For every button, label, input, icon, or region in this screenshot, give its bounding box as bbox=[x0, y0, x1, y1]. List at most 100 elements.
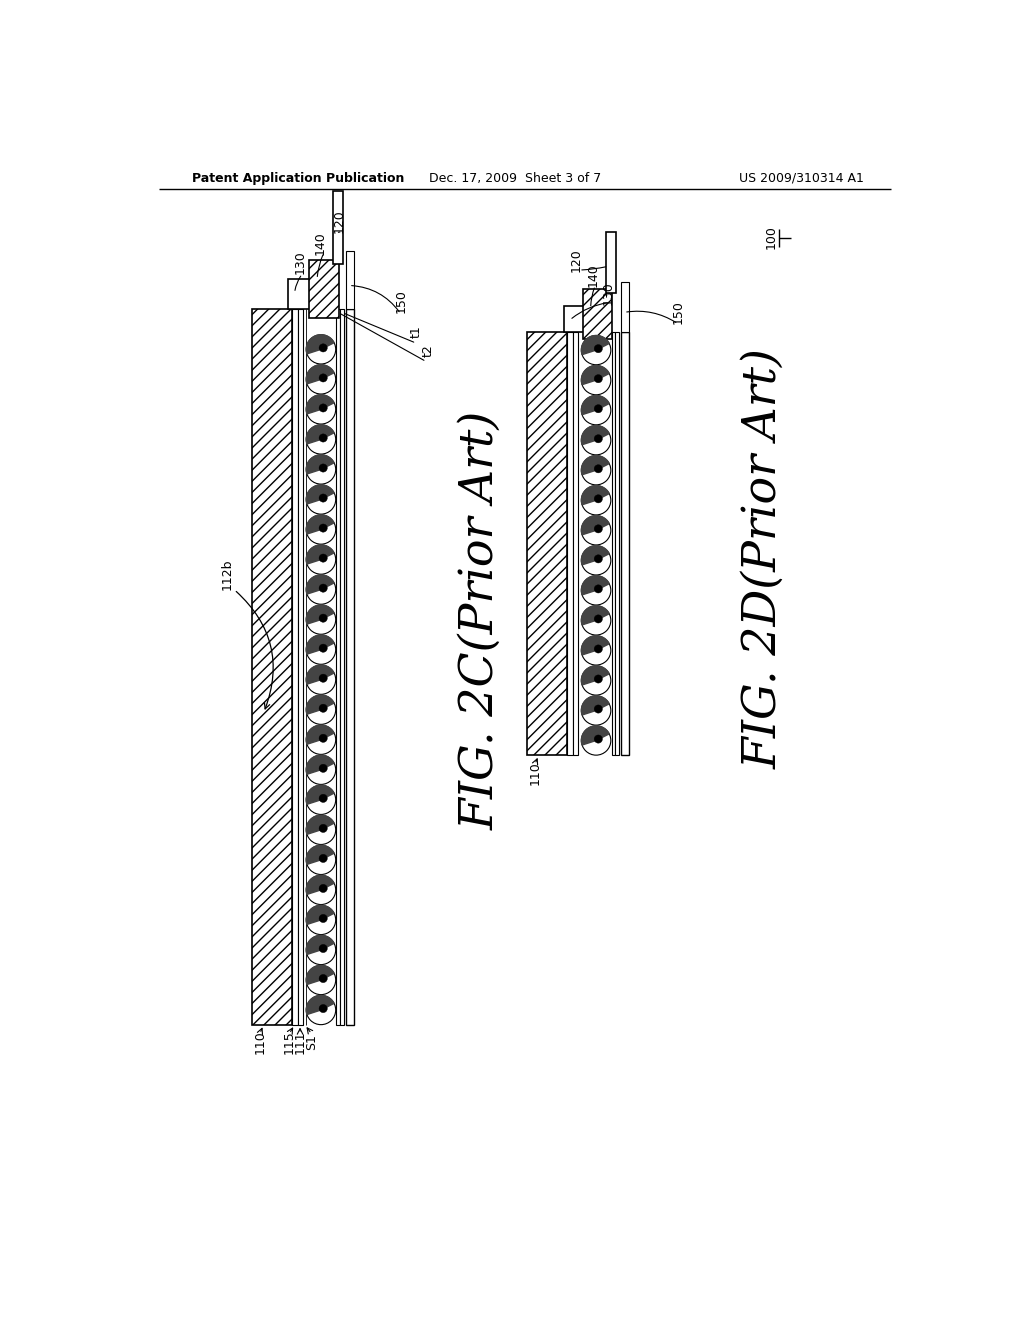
Circle shape bbox=[319, 1005, 328, 1012]
Polygon shape bbox=[306, 364, 334, 384]
Text: 115: 115 bbox=[283, 1031, 296, 1055]
Bar bbox=[309, 260, 339, 318]
Polygon shape bbox=[582, 396, 609, 414]
Polygon shape bbox=[306, 605, 334, 624]
Polygon shape bbox=[306, 576, 334, 594]
Text: 110: 110 bbox=[253, 1031, 266, 1055]
Circle shape bbox=[594, 434, 602, 442]
Bar bbox=[340, 309, 344, 1024]
Circle shape bbox=[306, 725, 336, 755]
Text: S1: S1 bbox=[305, 1035, 318, 1051]
Polygon shape bbox=[306, 545, 334, 564]
Circle shape bbox=[306, 816, 336, 845]
Circle shape bbox=[306, 965, 336, 995]
Circle shape bbox=[594, 645, 602, 653]
Circle shape bbox=[306, 906, 336, 935]
Polygon shape bbox=[582, 696, 609, 715]
Polygon shape bbox=[306, 425, 334, 444]
Polygon shape bbox=[582, 366, 609, 384]
Bar bbox=[621, 281, 629, 331]
Circle shape bbox=[594, 405, 602, 413]
Polygon shape bbox=[582, 665, 609, 685]
Bar bbox=[606, 231, 616, 293]
Polygon shape bbox=[306, 515, 334, 535]
Text: FIG. 2D(Prior Art): FIG. 2D(Prior Art) bbox=[741, 348, 786, 770]
Circle shape bbox=[594, 525, 602, 533]
Circle shape bbox=[306, 785, 336, 814]
Circle shape bbox=[594, 615, 602, 623]
Circle shape bbox=[306, 936, 336, 965]
Text: US 2009/310314 A1: US 2009/310314 A1 bbox=[739, 172, 864, 185]
Polygon shape bbox=[582, 636, 609, 655]
Polygon shape bbox=[306, 995, 334, 1015]
Polygon shape bbox=[306, 965, 334, 985]
Polygon shape bbox=[582, 516, 609, 535]
Circle shape bbox=[319, 884, 328, 892]
Polygon shape bbox=[582, 576, 609, 595]
Bar bbox=[615, 331, 620, 755]
Circle shape bbox=[319, 404, 328, 412]
Bar bbox=[621, 331, 629, 755]
Text: 150: 150 bbox=[394, 289, 408, 313]
Circle shape bbox=[306, 605, 336, 635]
Polygon shape bbox=[306, 845, 334, 865]
Bar bbox=[292, 309, 298, 1024]
Bar bbox=[572, 331, 579, 755]
Text: Patent Application Publication: Patent Application Publication bbox=[193, 172, 404, 185]
Circle shape bbox=[319, 524, 328, 532]
Polygon shape bbox=[582, 486, 609, 504]
Polygon shape bbox=[306, 785, 334, 804]
Bar bbox=[583, 289, 612, 339]
Bar bbox=[563, 306, 586, 331]
Circle shape bbox=[319, 704, 328, 713]
Circle shape bbox=[306, 395, 336, 424]
Circle shape bbox=[319, 675, 328, 682]
Circle shape bbox=[319, 494, 328, 502]
Circle shape bbox=[306, 755, 336, 784]
Bar bbox=[337, 309, 340, 1024]
Circle shape bbox=[594, 375, 602, 383]
Circle shape bbox=[319, 795, 328, 803]
Circle shape bbox=[306, 484, 336, 513]
Circle shape bbox=[319, 824, 328, 833]
Circle shape bbox=[582, 455, 611, 484]
Circle shape bbox=[319, 944, 328, 953]
Circle shape bbox=[582, 576, 611, 605]
Circle shape bbox=[319, 734, 328, 742]
Circle shape bbox=[306, 335, 336, 364]
Polygon shape bbox=[582, 545, 609, 565]
Bar bbox=[527, 331, 567, 755]
Circle shape bbox=[319, 583, 328, 593]
Circle shape bbox=[319, 463, 328, 473]
Polygon shape bbox=[306, 755, 334, 775]
Polygon shape bbox=[306, 395, 334, 414]
Circle shape bbox=[582, 366, 611, 395]
Polygon shape bbox=[582, 335, 609, 355]
Polygon shape bbox=[306, 335, 334, 354]
Circle shape bbox=[582, 636, 611, 665]
Circle shape bbox=[306, 995, 336, 1024]
Polygon shape bbox=[306, 635, 334, 655]
Polygon shape bbox=[582, 455, 609, 475]
Circle shape bbox=[306, 845, 336, 875]
Text: 100: 100 bbox=[765, 224, 778, 249]
Text: 111: 111 bbox=[294, 1031, 306, 1055]
Circle shape bbox=[306, 696, 336, 725]
Circle shape bbox=[319, 854, 328, 862]
Circle shape bbox=[582, 545, 611, 576]
Circle shape bbox=[582, 606, 611, 635]
Bar bbox=[289, 280, 311, 309]
Circle shape bbox=[582, 665, 611, 696]
Circle shape bbox=[306, 635, 336, 664]
Polygon shape bbox=[582, 425, 609, 445]
Polygon shape bbox=[306, 665, 334, 684]
Circle shape bbox=[594, 465, 602, 473]
Circle shape bbox=[306, 545, 336, 574]
Text: 110: 110 bbox=[528, 762, 542, 784]
Text: 140: 140 bbox=[587, 264, 599, 288]
Circle shape bbox=[319, 764, 328, 772]
Circle shape bbox=[582, 516, 611, 545]
Circle shape bbox=[594, 345, 602, 352]
Polygon shape bbox=[306, 816, 334, 834]
Bar bbox=[611, 331, 615, 755]
